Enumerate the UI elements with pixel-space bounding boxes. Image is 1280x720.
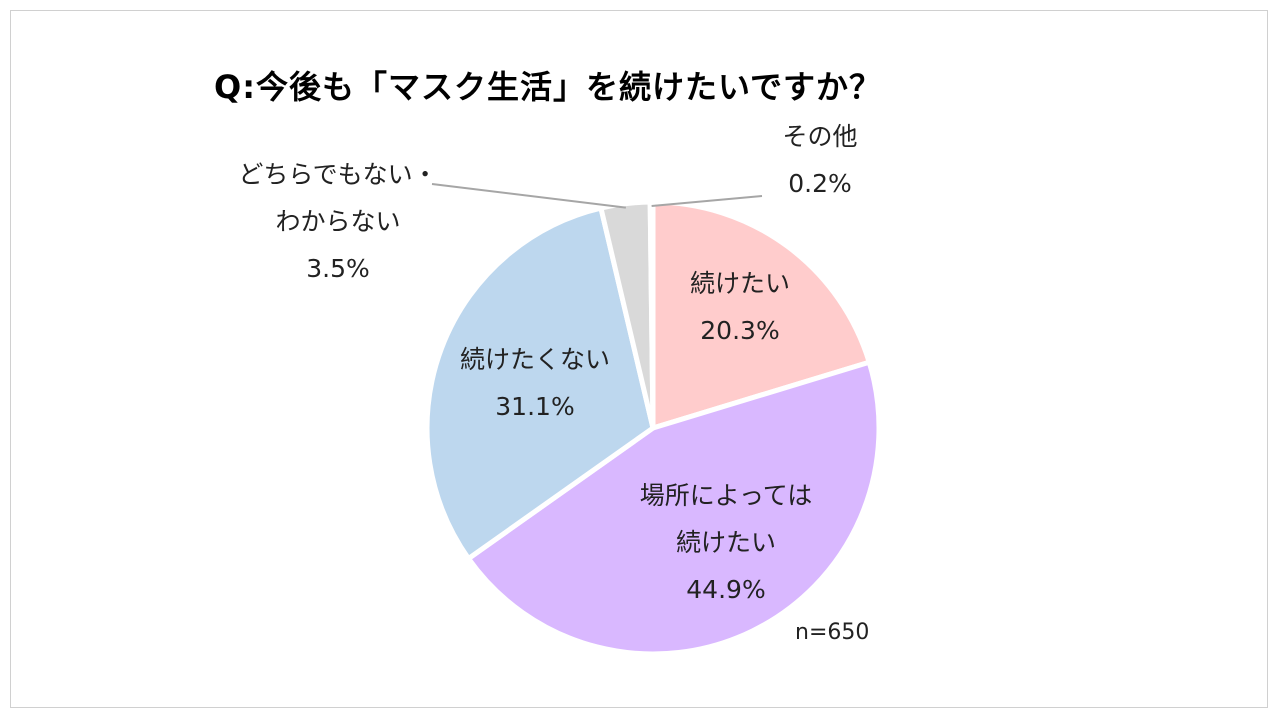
sample-size-note: n=650 (795, 620, 870, 645)
slice-label-not-continue: 続けたくない 31.1% (445, 336, 625, 430)
pie-slice-continue (650, 199, 872, 431)
leader-lines (431, 183, 763, 209)
slice-label-percent: 0.2% (788, 169, 852, 198)
leader-line-undecided (431, 183, 626, 209)
slice-label-text: 続けたくない (459, 345, 610, 374)
slice-label-percent: 31.1% (495, 392, 575, 421)
slice-label-percent: 20.3% (700, 316, 780, 345)
slice-label-text: 場所によっては (639, 481, 813, 510)
pie-slices (424, 199, 882, 657)
slice-label-text: わからない (275, 207, 401, 236)
slice-label-text: どちらでもない・ (238, 160, 438, 189)
slice-label-percent: 3.5% (306, 254, 370, 283)
slice-label-other: その他 0.2% (760, 113, 880, 207)
chart-title: Q:今後も「マスク生活」を続けたいですか？ (214, 68, 883, 106)
slice-label-text: その他 (782, 122, 858, 151)
slice-label-undecided: どちらでもない・ わからない 3.5% (238, 151, 438, 292)
pie-slice-depends (466, 359, 882, 657)
slice-label-percent: 44.9% (686, 575, 766, 604)
pie-slice-other (647, 199, 656, 431)
leader-line-other (651, 195, 763, 207)
slice-label-continue: 続けたい 20.3% (665, 260, 815, 354)
slice-label-text: 続けたい (675, 528, 776, 557)
slice-label-depends: 場所によっては 続けたい 44.9% (606, 472, 846, 613)
slice-label-text: 続けたい (689, 269, 790, 298)
pie-slice-not-continue (424, 205, 656, 562)
